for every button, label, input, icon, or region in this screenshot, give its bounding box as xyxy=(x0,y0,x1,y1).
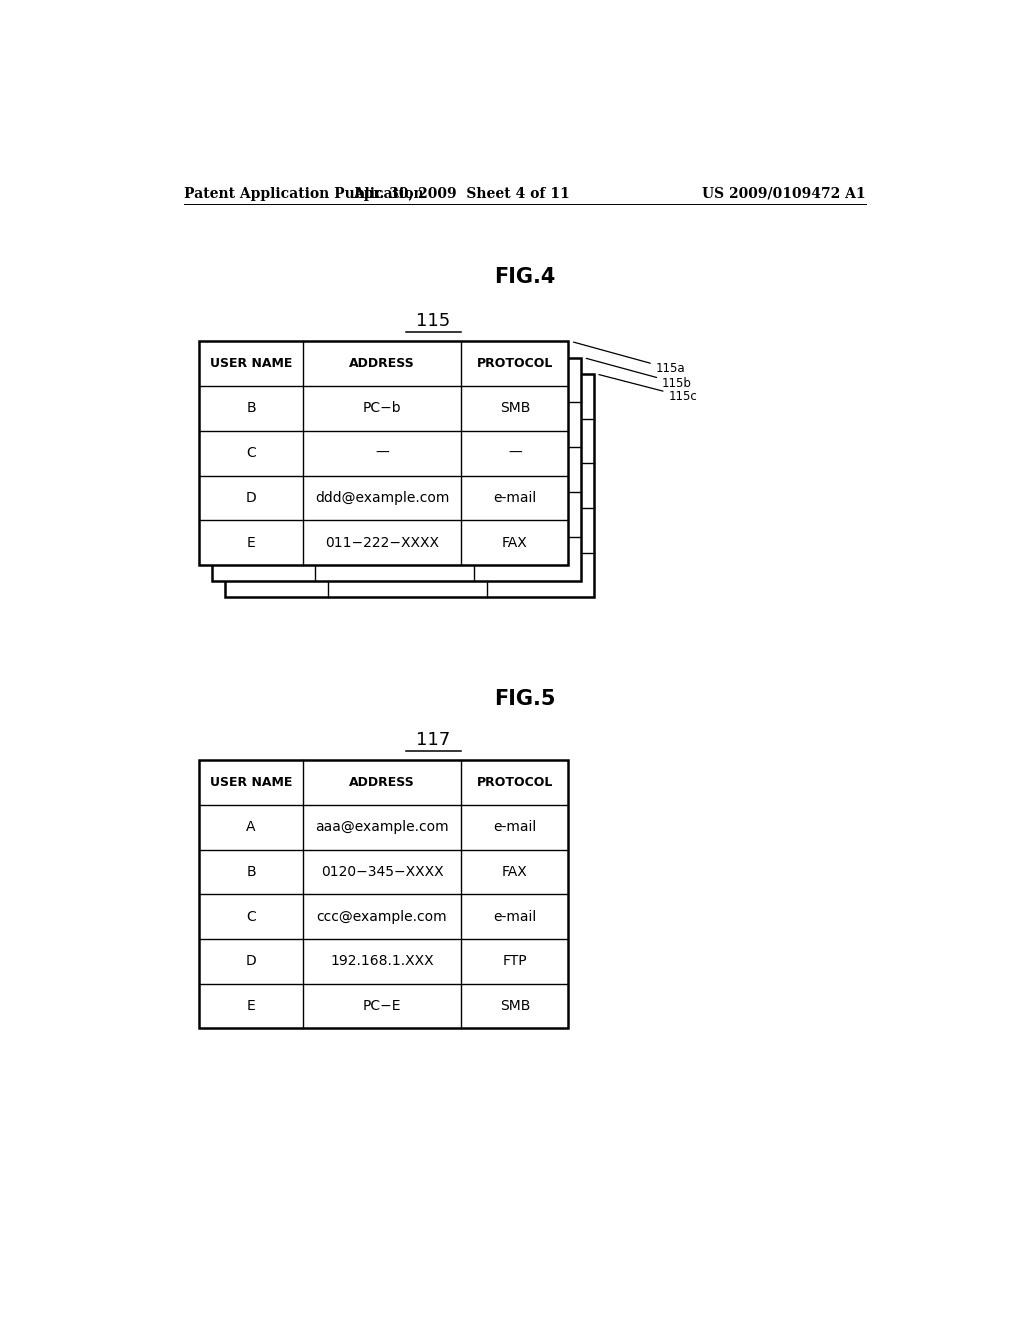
Text: B: B xyxy=(246,401,256,416)
Text: SMB: SMB xyxy=(500,999,530,1012)
Text: FIG.4: FIG.4 xyxy=(495,268,555,288)
Bar xyxy=(200,342,568,565)
Text: ddd@example.com: ddd@example.com xyxy=(314,491,450,504)
Text: 115c: 115c xyxy=(599,375,697,403)
Text: US 2009/0109472 A1: US 2009/0109472 A1 xyxy=(702,187,866,201)
Text: D: D xyxy=(246,491,256,504)
Text: e-mail: e-mail xyxy=(494,820,537,834)
Text: B: B xyxy=(246,865,256,879)
Text: —: — xyxy=(375,446,389,461)
Text: C: C xyxy=(246,909,256,924)
Text: FAX: FAX xyxy=(502,536,527,549)
Bar xyxy=(200,760,568,1028)
Text: 117: 117 xyxy=(417,731,451,748)
Text: FAX: FAX xyxy=(502,865,527,879)
Text: FTP: FTP xyxy=(503,954,527,969)
Text: 192.168.1.XXX: 192.168.1.XXX xyxy=(330,954,434,969)
Text: C: C xyxy=(246,446,256,461)
Text: aaa@example.com: aaa@example.com xyxy=(315,820,449,834)
Text: 115: 115 xyxy=(417,312,451,330)
Text: ccc@example.com: ccc@example.com xyxy=(316,909,447,924)
Text: e-mail: e-mail xyxy=(494,491,537,504)
Text: D: D xyxy=(246,954,256,969)
Text: PC−E: PC−E xyxy=(362,999,401,1012)
Text: e-mail: e-mail xyxy=(494,909,537,924)
Text: E: E xyxy=(247,999,255,1012)
Text: A: A xyxy=(246,820,256,834)
Text: ADDRESS: ADDRESS xyxy=(349,776,415,789)
Text: 0120−345−XXXX: 0120−345−XXXX xyxy=(321,865,443,879)
Text: Apr. 30, 2009  Sheet 4 of 11: Apr. 30, 2009 Sheet 4 of 11 xyxy=(353,187,569,201)
Bar xyxy=(212,358,582,581)
Text: 011−222−XXXX: 011−222−XXXX xyxy=(325,536,439,549)
Text: E: E xyxy=(247,536,255,549)
Text: ADDRESS: ADDRESS xyxy=(349,358,415,370)
Text: USER NAME: USER NAME xyxy=(210,776,292,789)
Text: —: — xyxy=(508,446,522,461)
Text: 115a: 115a xyxy=(573,342,685,375)
Text: PROTOCOL: PROTOCOL xyxy=(477,358,553,370)
Text: PC−b: PC−b xyxy=(362,401,401,416)
Text: SMB: SMB xyxy=(500,401,530,416)
Text: USER NAME: USER NAME xyxy=(210,358,292,370)
Text: FIG.5: FIG.5 xyxy=(494,689,556,709)
Text: Patent Application Publication: Patent Application Publication xyxy=(183,187,423,201)
Text: 115b: 115b xyxy=(586,358,692,389)
Text: PROTOCOL: PROTOCOL xyxy=(477,776,553,789)
Bar xyxy=(225,374,594,598)
